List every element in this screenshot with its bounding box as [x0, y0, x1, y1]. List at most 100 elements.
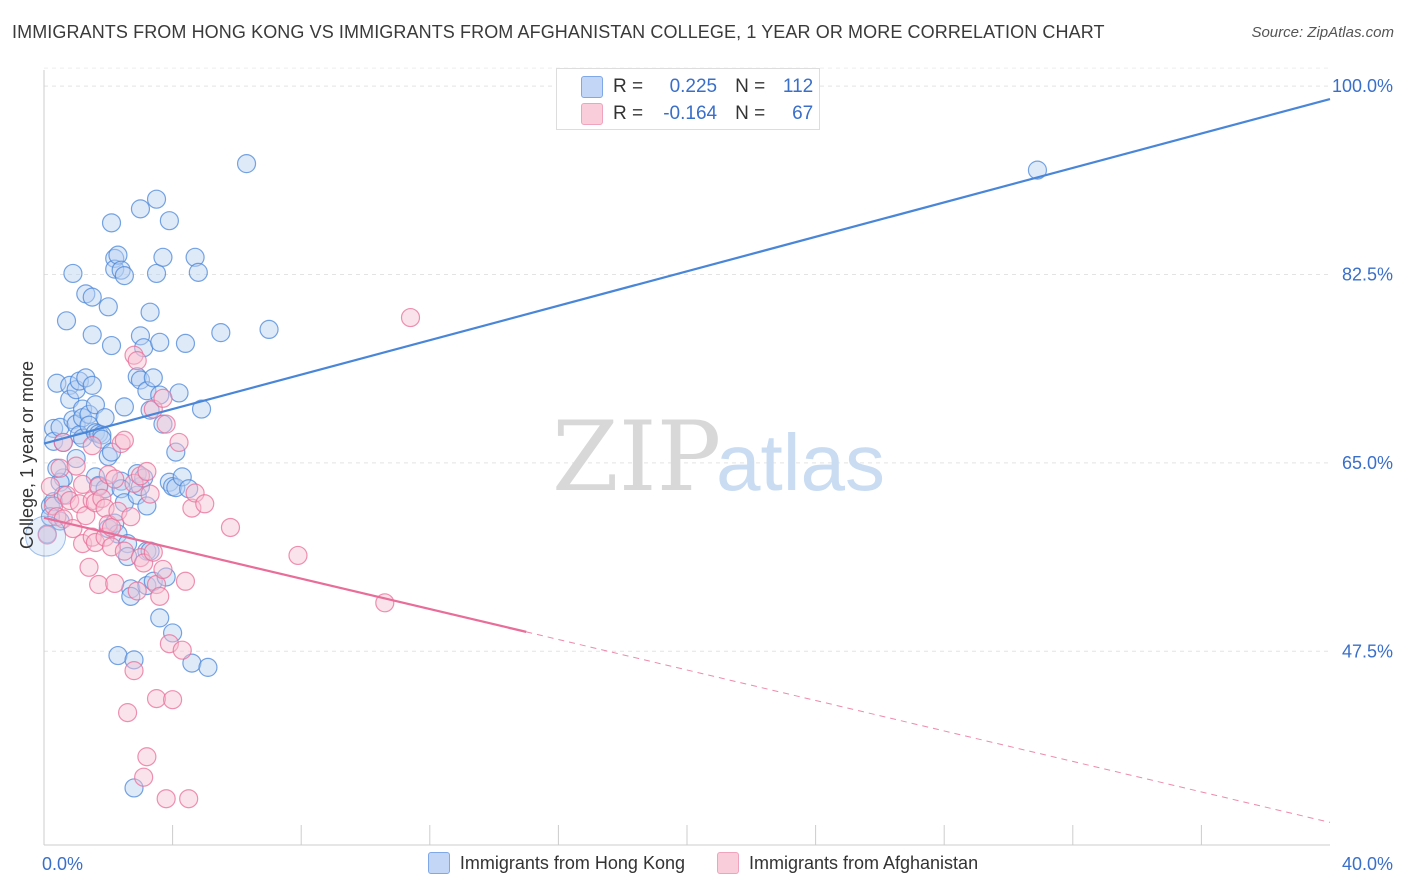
- stats-r-label: R =: [613, 103, 644, 124]
- point-afghanistan: [185, 483, 205, 503]
- point-afghanistan: [37, 525, 57, 545]
- x-tick-label: 40.0%: [1342, 854, 1393, 874]
- point-afghanistan: [101, 537, 122, 557]
- point-hong-kong: [198, 657, 218, 677]
- point-afghanistan: [114, 430, 134, 450]
- point-afghanistan: [40, 476, 61, 497]
- point-hong-kong: [101, 213, 122, 233]
- point-hong-kong: [130, 199, 151, 219]
- point-hong-kong: [159, 211, 179, 231]
- stats-legend: R = 0.225 N = 112 R = -0.164 N = 67: [556, 68, 820, 130]
- point-hong-kong: [82, 375, 102, 395]
- y-tick-label: 100.0%: [1332, 76, 1393, 96]
- legend-swatch-hong-kong: [427, 852, 450, 874]
- point-hong-kong: [108, 245, 128, 265]
- point-hong-kong: [236, 154, 257, 174]
- stats-row-afghanistan: R = -0.164 N = 67: [581, 102, 813, 126]
- point-hong-kong: [124, 778, 144, 798]
- point-afghanistan: [105, 469, 125, 489]
- legend-item-afghanistan[interactable]: Immigrants from Afghanistan: [716, 852, 978, 874]
- point-afghanistan: [124, 473, 144, 493]
- x-tick-label: 0.0%: [42, 854, 83, 874]
- point-afghanistan: [127, 581, 147, 601]
- point-afghanistan: [89, 574, 109, 595]
- trend-line-hong-kong: [43, 97, 1331, 445]
- stats-n-value: 112: [782, 76, 814, 97]
- watermark-atlas: atlas: [716, 418, 885, 507]
- point-afghanistan: [156, 414, 176, 434]
- legend-label-hong-kong: Immigrants from Hong Kong: [459, 852, 685, 873]
- trend-line-afghanistan: [43, 516, 527, 633]
- point-hong-kong: [150, 385, 170, 405]
- point-hong-kong: [163, 623, 183, 643]
- point-hong-kong: [130, 326, 151, 346]
- point-hong-kong: [146, 263, 167, 284]
- point-afghanistan: [150, 586, 170, 606]
- point-hong-kong: [137, 496, 157, 516]
- point-hong-kong: [259, 319, 279, 340]
- point-hong-kong: [101, 335, 122, 356]
- stats-r-value: -0.164: [663, 103, 718, 124]
- point-hong-kong: [169, 383, 189, 403]
- point-hong-kong: [124, 650, 144, 670]
- point-hong-kong: [79, 404, 99, 425]
- legend-item-hong-kong[interactable]: Immigrants from Hong Kong: [427, 852, 685, 874]
- scatter-points: [25, 154, 1048, 809]
- point-hong-kong: [121, 586, 141, 606]
- point-hong-kong: [143, 368, 163, 388]
- point-afghanistan: [117, 703, 138, 723]
- stats-r-value: 0.225: [669, 76, 718, 97]
- point-afghanistan: [153, 559, 173, 580]
- point-hong-kong: [85, 395, 106, 415]
- stats-row-hong-kong: R = 0.225 N = 112: [581, 75, 813, 99]
- point-afghanistan: [79, 557, 99, 577]
- point-afghanistan: [153, 388, 173, 408]
- point-hong-kong: [140, 302, 160, 322]
- point-afghanistan: [182, 498, 202, 518]
- point-afghanistan: [127, 351, 147, 371]
- series-hong-kong: [37, 154, 1048, 798]
- watermark-zip: ZIP: [552, 401, 721, 513]
- point-afghanistan: [172, 640, 192, 660]
- y-axis-label: College, 1 year or more: [17, 361, 37, 549]
- watermark: ZIP atlas: [552, 401, 885, 513]
- source-label: Source: ZipAtlas.com: [1251, 24, 1394, 41]
- point-hong-kong: [153, 247, 173, 267]
- point-hong-kong: [76, 368, 96, 388]
- point-afghanistan: [85, 532, 106, 553]
- point-afghanistan: [288, 545, 308, 566]
- point-hong-kong: [82, 325, 102, 345]
- point-hong-kong: [98, 297, 118, 317]
- point-afghanistan: [156, 789, 176, 809]
- chart-title: IMMIGRANTS FROM HONG KONG VS IMMIGRANTS …: [12, 22, 1105, 42]
- point-hong-kong: [211, 323, 231, 343]
- series-afghanistan: [37, 307, 421, 809]
- point-hong-kong: [82, 287, 102, 307]
- point-afghanistan: [195, 494, 215, 514]
- point-hong-kong: [114, 397, 134, 417]
- point-afghanistan: [124, 661, 144, 681]
- point-afghanistan: [82, 436, 102, 456]
- point-afghanistan: [220, 517, 241, 538]
- point-hong-kong: [60, 389, 80, 409]
- stats-n-label: N =: [735, 76, 766, 97]
- point-hong-kong: [182, 653, 202, 673]
- point-afghanistan: [179, 789, 199, 809]
- point-hong-kong: [1027, 160, 1048, 180]
- point-hong-kong: [56, 311, 77, 331]
- point-afghanistan: [163, 690, 183, 710]
- point-afghanistan: [50, 458, 70, 478]
- point-afghanistan: [124, 345, 144, 365]
- y-tick-label: 82.5%: [1342, 265, 1393, 285]
- point-hong-kong: [111, 260, 131, 280]
- point-hong-kong: [127, 367, 147, 387]
- point-hong-kong: [66, 448, 86, 469]
- point-afghanistan: [140, 484, 160, 504]
- series-legend: Immigrants from Hong Kong Immigrants fro…: [0, 852, 1406, 874]
- trend-lines: [43, 97, 1331, 823]
- point-hong-kong: [146, 189, 167, 209]
- point-hong-kong: [185, 247, 205, 267]
- point-afghanistan: [175, 571, 196, 591]
- point-hong-kong: [191, 399, 212, 419]
